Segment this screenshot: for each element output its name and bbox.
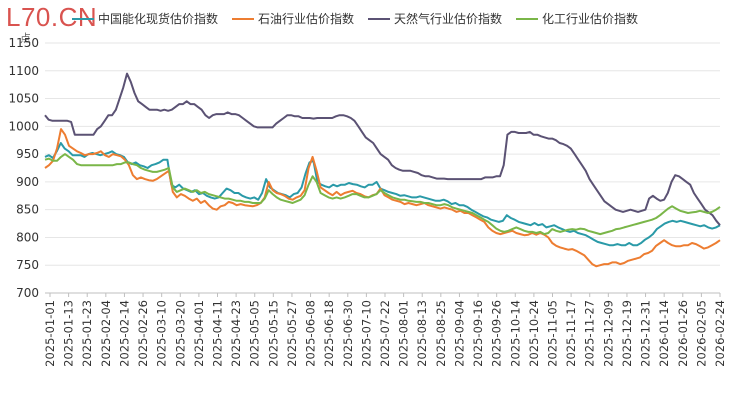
x-tick-label: 2025-11-05 <box>546 300 560 367</box>
watermark-logo: L70.CN <box>6 2 98 32</box>
x-tick-label: 2025-01-23 <box>80 300 94 367</box>
x-tick-label: 2025-03-20 <box>173 300 187 367</box>
x-tick-label: 2025-07-10 <box>359 300 373 367</box>
y-tick-label: 1150 <box>8 36 39 50</box>
x-tick-label: 2025-01-13 <box>62 300 76 367</box>
x-tick-label: 2025-07-22 <box>378 300 392 367</box>
legend-label-oil: 石油行业估价指数 <box>258 12 355 26</box>
legend-item-oil[interactable]: 石油行业估价指数 <box>232 10 354 27</box>
legend-swatch-oil <box>232 17 255 20</box>
x-tick-label: 2025-04-01 <box>192 300 206 367</box>
x-tick-label: 2025-09-26 <box>490 300 504 367</box>
y-tick-label: 850 <box>16 203 39 217</box>
series-line-3 <box>44 153 721 236</box>
legend-label-chemical: 化工行业估价指数 <box>542 12 639 26</box>
legend-item-chemical[interactable]: 化工行业估价指数 <box>516 10 638 27</box>
x-tick-label: 2025-03-10 <box>155 300 169 367</box>
legend-swatch-composite <box>72 17 94 20</box>
x-tick-label: 2026-01-26 <box>676 300 690 367</box>
y-axis-unit-label: 点 <box>20 32 31 45</box>
legend-label-gas: 天然气行业估价指数 <box>394 12 503 26</box>
x-tick-label: 2025-09-04 <box>452 300 466 367</box>
y-tick-label: 1000 <box>8 119 39 133</box>
y-tick-label: 1100 <box>8 64 39 78</box>
x-tick-label: 2025-12-09 <box>601 300 615 367</box>
x-tick-label: 2025-11-27 <box>583 300 597 367</box>
x-tick-label: 2025-05-15 <box>266 300 280 367</box>
x-tick-label: 2025-10-24 <box>527 300 541 367</box>
x-tick-label: 2025-06-08 <box>304 300 318 367</box>
x-tick-label: 2025-06-30 <box>341 300 355 367</box>
legend-swatch-chemical <box>516 17 539 20</box>
y-tick-label: 700 <box>16 286 39 300</box>
chart-legend: 中国能化现货估价指数 石油行业估价指数 天然气行业估价指数 化工行业估价指数 <box>72 10 638 27</box>
x-tick-label: 2025-12-31 <box>639 300 653 367</box>
legend-swatch-gas <box>368 17 391 20</box>
x-tick-label: 2025-02-04 <box>99 300 113 367</box>
x-tick-label: 2025-01-01 <box>43 300 57 367</box>
x-tick-label: 2025-04-23 <box>229 300 243 367</box>
x-tick-label: 2025-05-05 <box>248 300 262 367</box>
x-tick-label: 2025-05-27 <box>285 300 299 367</box>
y-tick-label: 750 <box>16 258 39 272</box>
x-tick-label: 2026-01-14 <box>657 300 671 367</box>
y-tick-label: 950 <box>16 147 39 161</box>
series-line-2 <box>44 72 721 226</box>
x-tick-label: 2025-08-13 <box>415 300 429 367</box>
x-tick-label: 2025-02-26 <box>136 300 150 367</box>
x-tick-label: 2025-02-14 <box>117 300 131 367</box>
x-tick-label: 2025-04-11 <box>211 300 225 367</box>
x-tick-label: 2025-11-17 <box>564 300 578 367</box>
y-tick-label: 900 <box>16 175 39 189</box>
x-tick-label: 2025-08-25 <box>434 300 448 367</box>
x-tick-label: 2025-08-01 <box>397 300 411 367</box>
x-tick-label: 2025-10-14 <box>508 300 522 367</box>
series-line-1 <box>44 128 721 268</box>
x-tick-label: 2025-12-19 <box>620 300 634 367</box>
legend-label-composite: 中国能化现货估价指数 <box>98 12 219 26</box>
x-tick-label: 2026-02-05 <box>694 300 708 367</box>
y-tick-label: 1050 <box>8 92 39 106</box>
series-line-0 <box>44 142 721 247</box>
legend-item-composite[interactable]: 中国能化现货估价指数 <box>72 10 218 27</box>
y-tick-label: 800 <box>16 230 39 244</box>
x-tick-label: 2025-09-16 <box>471 300 485 367</box>
x-tick-label: 2026-02-24 <box>713 300 727 367</box>
x-tick-label: 2025-06-18 <box>322 300 336 367</box>
legend-item-gas[interactable]: 天然气行业估价指数 <box>368 10 502 27</box>
